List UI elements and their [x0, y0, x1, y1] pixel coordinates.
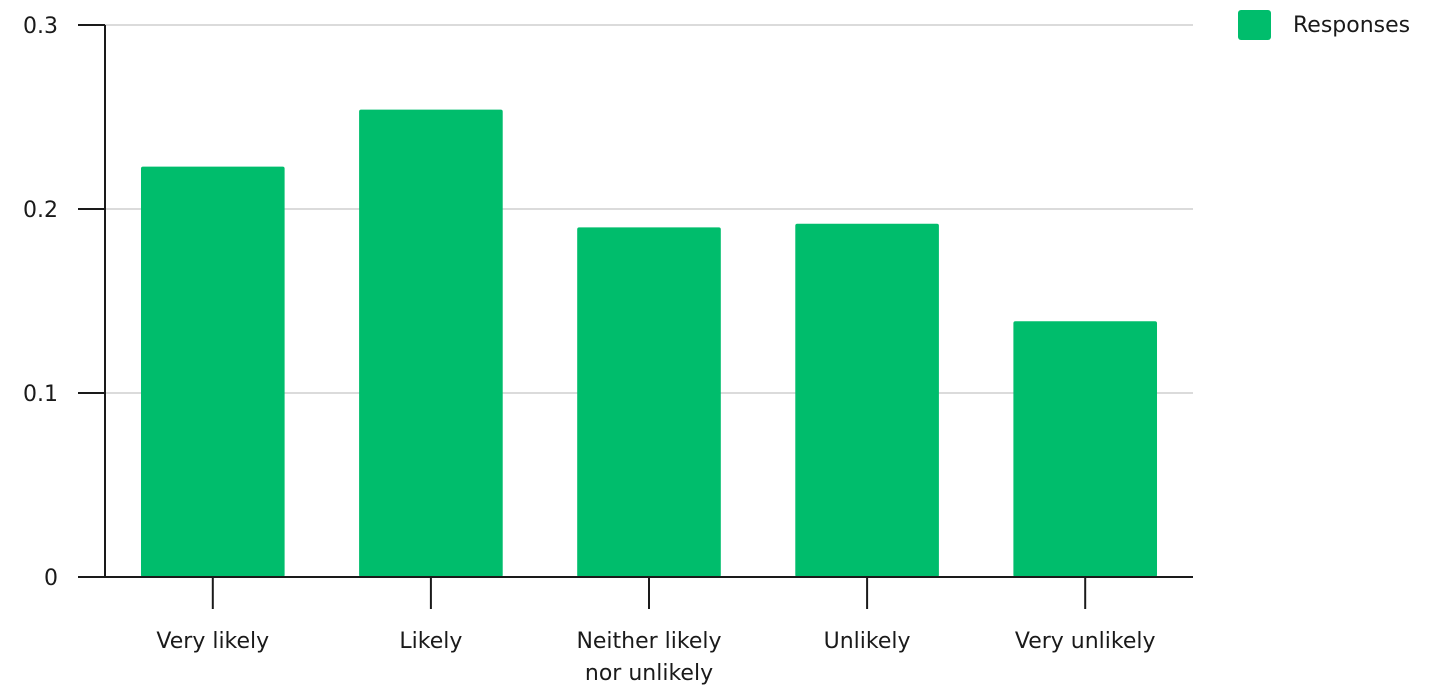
x-tick-label: Unlikely	[824, 629, 911, 654]
x-axis-ticks: Very likely Likely Neither likely nor unlik…	[156, 577, 1156, 685]
bar-neither-likely-nor-unlikely	[577, 227, 721, 577]
y-tick-label: 0.1	[23, 382, 58, 407]
legend-swatch	[1238, 10, 1271, 40]
bar-very-likely	[140, 166, 285, 577]
y-tick-label: 0.2	[23, 198, 58, 223]
x-tick-label: Very likely	[156, 629, 269, 654]
bar-likely	[359, 109, 503, 577]
x-tick-label: Very unlikely	[1015, 629, 1156, 654]
x-tick-label: Likely	[399, 629, 462, 654]
x-tick-label: Neither likely nor unlikely	[576, 629, 721, 685]
legend: Responses	[1238, 10, 1410, 40]
y-tick-label: 0	[44, 566, 58, 591]
bar-unlikely	[795, 223, 939, 577]
bars	[140, 109, 1158, 577]
y-tick-label: 0.3	[23, 14, 58, 39]
y-axis-ticks: 0 0.1 0.2 0.3	[23, 14, 105, 591]
bar-very-unlikely	[1013, 321, 1158, 577]
legend-label-responses: Responses	[1293, 12, 1411, 38]
